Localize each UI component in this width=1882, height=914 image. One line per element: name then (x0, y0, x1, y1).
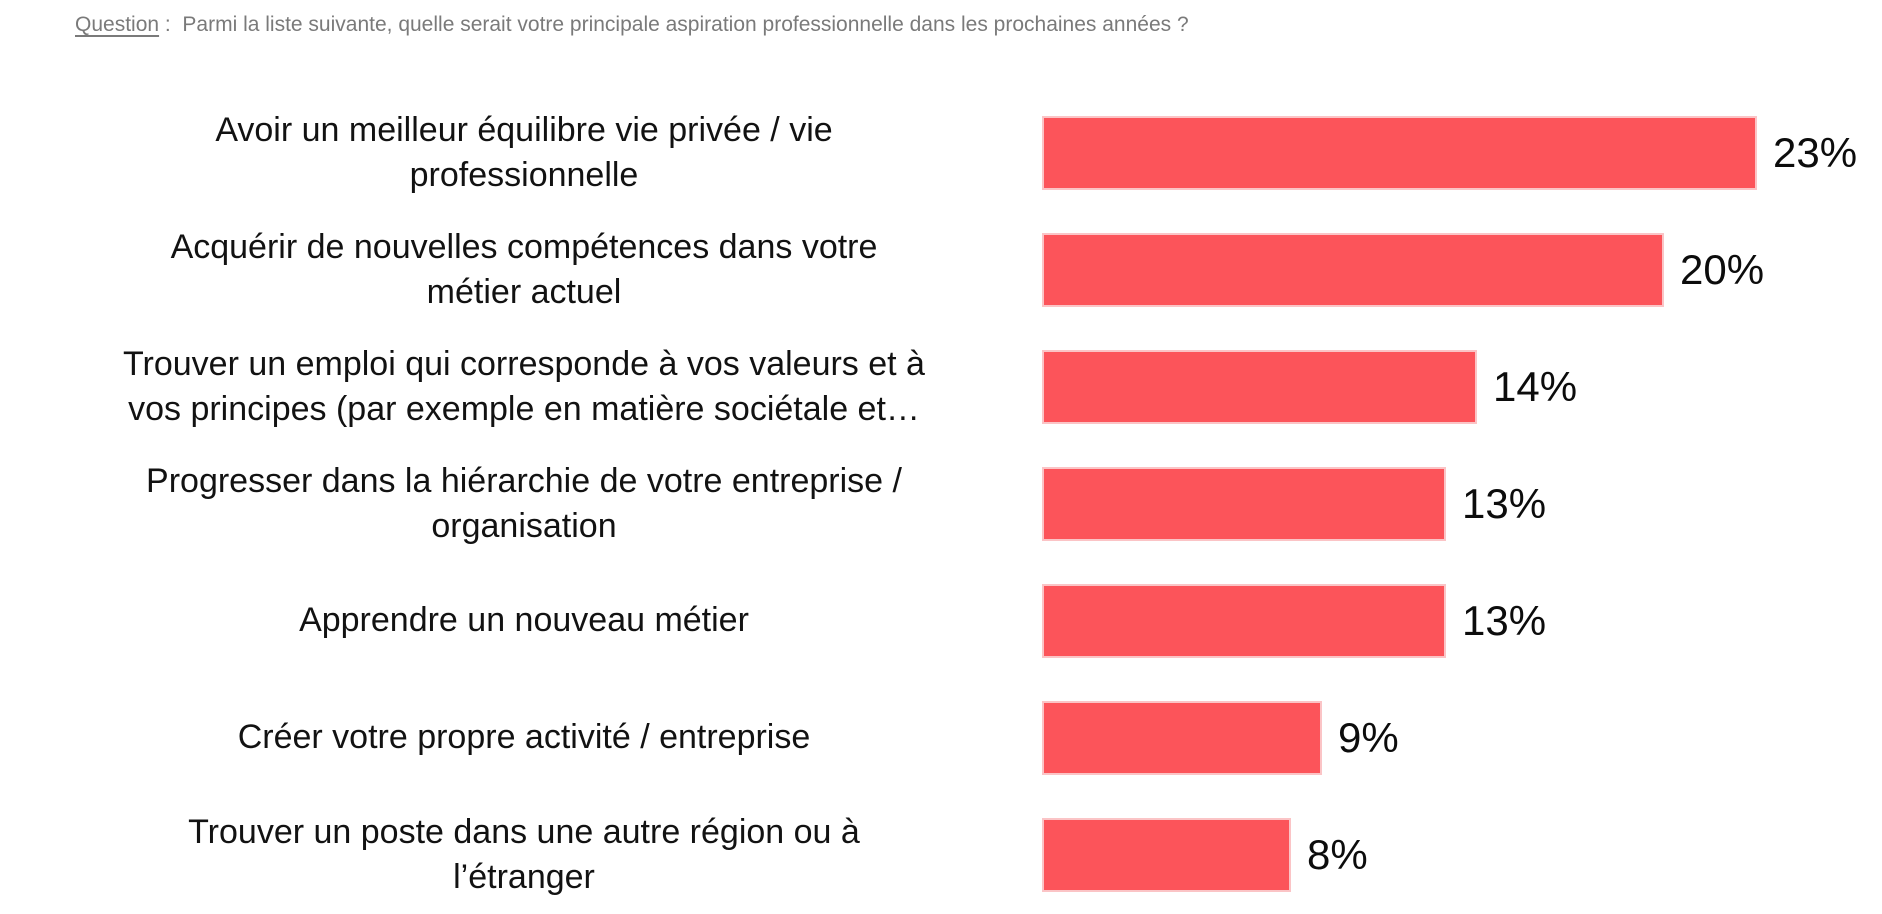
bar-area: 9% (1042, 700, 1882, 775)
question-text: Parmi la liste suivante, quelle serait v… (182, 13, 1189, 36)
bar (1042, 817, 1291, 892)
value-label: 8% (1307, 830, 1368, 878)
bar (1042, 466, 1446, 541)
category-label: Trouver un emploi qui corresponde à vos … (123, 344, 925, 428)
value-label: 14% (1493, 362, 1578, 410)
bar (1042, 700, 1322, 775)
chart-row: Trouver un poste dans une autre région o… (0, 796, 1882, 913)
category-label: Acquérir de nouvelles compétences dans v… (170, 227, 878, 311)
bar-area: 13% (1042, 466, 1882, 541)
category-label: Créer votre propre activité / entreprise (237, 718, 811, 756)
value-label: 13% (1462, 479, 1547, 527)
bar-area: 14% (1042, 349, 1882, 424)
bar (1042, 232, 1664, 307)
chart-row: Avoir un meilleur équilibre vie privée /… (0, 94, 1882, 211)
bar (1042, 583, 1446, 658)
question-line: Question : Parmi la liste suivante, quel… (0, 0, 1882, 38)
value-label: 13% (1462, 596, 1547, 644)
value-label: 9% (1338, 713, 1399, 761)
bar (1042, 349, 1477, 424)
question-label: Question (75, 13, 160, 36)
chart-row: Créer votre propre activité / entreprise… (0, 679, 1882, 796)
value-label: 20% (1680, 245, 1765, 293)
category-label: Avoir un meilleur équilibre vie privée /… (215, 110, 833, 194)
chart-row: Acquérir de nouvelles compétences dans v… (0, 211, 1882, 328)
value-label: 23% (1773, 128, 1858, 176)
bar-area: 13% (1042, 583, 1882, 658)
bar-chart: Avoir un meilleur équilibre vie privée /… (0, 94, 1882, 913)
bar-area: 23% (1042, 115, 1882, 190)
question-separator: : (159, 13, 183, 36)
bar-area: 20% (1042, 232, 1882, 307)
chart-rows: Avoir un meilleur équilibre vie privée /… (0, 94, 1882, 913)
category-label: Progresser dans la hiérarchie de votre e… (146, 461, 902, 545)
bar (1042, 115, 1757, 190)
category-label: Apprendre un nouveau métier (299, 601, 749, 639)
chart-row: Apprendre un nouveau métier 13% (0, 562, 1882, 679)
category-label: Trouver un poste dans une autre région o… (188, 812, 860, 896)
bar-area: 8% (1042, 817, 1882, 892)
chart-row: Trouver un emploi qui corresponde à vos … (0, 328, 1882, 445)
chart-row: Progresser dans la hiérarchie de votre e… (0, 445, 1882, 562)
